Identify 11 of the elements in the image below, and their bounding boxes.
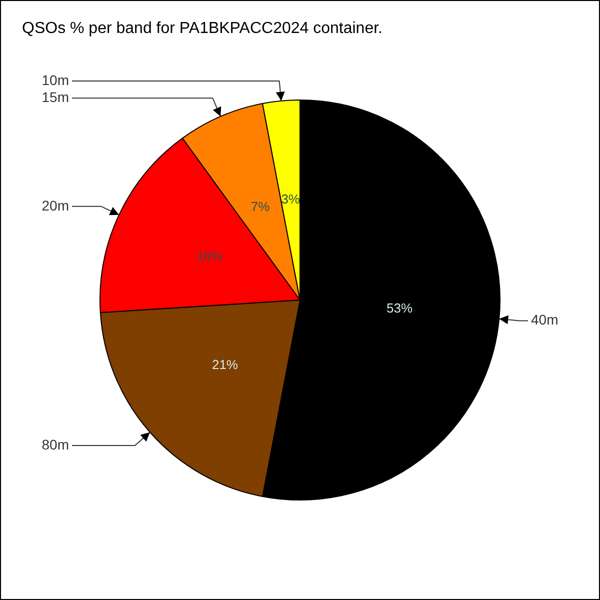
data-label: 16% (196, 248, 223, 264)
slice-label: 15m (42, 88, 69, 105)
slice-label: 80m (42, 436, 69, 452)
data-label: 21% (212, 358, 238, 373)
data-label: 53% (386, 300, 413, 316)
slice-label: 20m (42, 197, 69, 214)
chart-title: QSOs % per band for PA1BKPACC2024 container. (22, 20, 382, 37)
slice-label: 40m (531, 311, 558, 328)
data-label: 3% (281, 192, 300, 207)
data-label: 7% (250, 200, 270, 215)
slice-label: 10m (42, 72, 69, 88)
